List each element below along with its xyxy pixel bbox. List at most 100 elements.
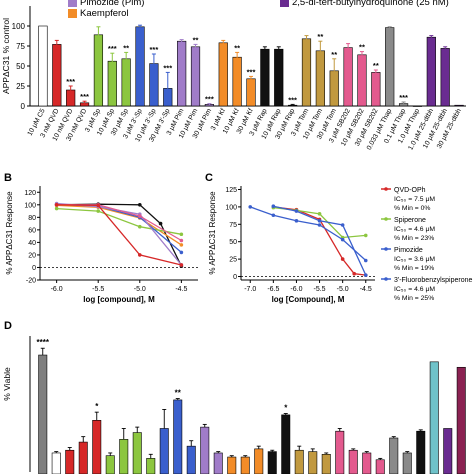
x-tick-label: -6.0	[290, 286, 302, 293]
legend-swatch	[280, 0, 289, 7]
bar	[240, 456, 250, 474]
significance-label: **	[175, 389, 182, 398]
bar	[227, 456, 237, 474]
dose-response-chart-c: 0 25 50 75 100 125 -7.0 -6.5 -6.0 -5.5 -5.0 -4.5 log…	[208, 186, 472, 304]
y-tick-label: -20	[26, 278, 36, 285]
bar	[190, 46, 201, 107]
data-point	[363, 258, 368, 263]
data-point	[340, 257, 345, 261]
top-legend: Pimozide (Pim) Kaempferol 2,5-di-tert-bu…	[60, 0, 474, 19]
series-line	[273, 206, 366, 276]
x-axis-label: log [compound], M	[83, 295, 155, 304]
bar	[402, 452, 412, 474]
bar	[301, 38, 312, 107]
y-tick-label: 80	[28, 215, 36, 222]
legend-item-kaempferol: Kaempferol	[68, 8, 129, 19]
y-tick-label: 125	[225, 187, 237, 194]
y-tick-label: 60	[28, 227, 36, 234]
bar	[348, 449, 358, 474]
y-tick-label: 0	[21, 102, 26, 111]
y-tick-label: 75	[16, 42, 25, 51]
bar	[121, 58, 131, 107]
significance-label: ***	[205, 95, 214, 104]
data-point	[179, 243, 184, 247]
bar	[177, 40, 187, 107]
data-point	[294, 209, 299, 213]
data-point	[294, 219, 299, 223]
data-point	[137, 214, 142, 218]
bar	[267, 451, 277, 474]
bar	[443, 428, 453, 474]
legend-name: Spiperone	[394, 217, 426, 224]
data-point	[179, 238, 184, 243]
y-tick-label: 0	[233, 274, 237, 281]
series-line	[273, 205, 367, 276]
bar	[38, 25, 48, 107]
dose-response-chart-b: -20 0 20 40 60 80 100 120 -6.0 -5.5 -5.0 -4.5 log [c…	[5, 186, 198, 304]
y-tick-label: 100	[225, 204, 237, 211]
bar	[135, 26, 145, 107]
significance-label: ***	[150, 45, 159, 54]
bar	[416, 430, 426, 474]
significance-label: ***	[163, 63, 172, 72]
data-point	[248, 205, 253, 209]
legend-min: % Min = 23%	[394, 235, 434, 242]
significance-label: *	[284, 404, 288, 413]
significance-label: ***	[108, 44, 117, 53]
significance-label: ***	[80, 92, 89, 101]
legend-swatch	[68, 9, 77, 18]
legend-label: Kaempferol	[80, 8, 129, 19]
x-axis-label: log [Compound], M	[272, 295, 345, 304]
y-tick-label: 50	[229, 239, 237, 246]
bar	[454, 104, 464, 107]
bar	[78, 441, 88, 474]
bar	[274, 48, 284, 107]
bar	[281, 414, 291, 474]
significance-label: **	[317, 32, 323, 41]
y-axis-label: % Viable	[2, 367, 12, 401]
legend-label: Pimozide (Pim)	[80, 0, 145, 8]
legend-min: % Min = 0%	[394, 205, 430, 212]
data-point	[179, 250, 184, 255]
data-point	[137, 253, 142, 257]
significance-label: **	[234, 43, 240, 52]
x-tick-label: -5.0	[337, 286, 349, 293]
bar	[52, 44, 62, 107]
y-tick-label: 25	[16, 82, 25, 91]
y-tick-label: 100	[24, 202, 36, 209]
legend-min: % Min = 19%	[394, 265, 434, 272]
x-tick-label: -4.5	[360, 286, 372, 293]
bar	[132, 432, 142, 474]
bar	[389, 437, 399, 474]
bar	[92, 420, 102, 474]
data-point	[271, 204, 276, 208]
bar	[105, 455, 115, 474]
x-tick-label: -7.0	[244, 286, 256, 293]
y-tick-label: 120	[24, 190, 36, 197]
bar	[294, 449, 304, 474]
data-point	[54, 203, 59, 207]
x-tick-label: -6.5	[267, 286, 279, 293]
data-point	[54, 206, 59, 211]
data-point	[96, 203, 101, 208]
bar	[38, 354, 48, 474]
bar	[429, 361, 439, 474]
bar	[213, 452, 223, 474]
bar	[246, 78, 256, 107]
y-tick-label: 40	[28, 240, 36, 247]
legend-name: Pimozide	[394, 247, 423, 254]
y-tick-label: 25	[229, 257, 237, 264]
significance-label: ***	[288, 95, 297, 104]
x-tick-label: -5.0	[134, 286, 146, 293]
bar	[308, 451, 318, 474]
panel-letter-c: C	[205, 172, 213, 184]
bar	[321, 454, 331, 474]
bar	[186, 445, 196, 474]
significance-label: **	[373, 61, 379, 70]
data-point	[340, 223, 345, 227]
panel-letter-d: D	[4, 320, 12, 332]
legend-label: 2,5-di-tert-butylhydroquinone (25 nM)	[292, 0, 449, 8]
significance-label: **	[359, 43, 365, 52]
y-axis-label: % APPΔC31 Response	[208, 191, 217, 275]
